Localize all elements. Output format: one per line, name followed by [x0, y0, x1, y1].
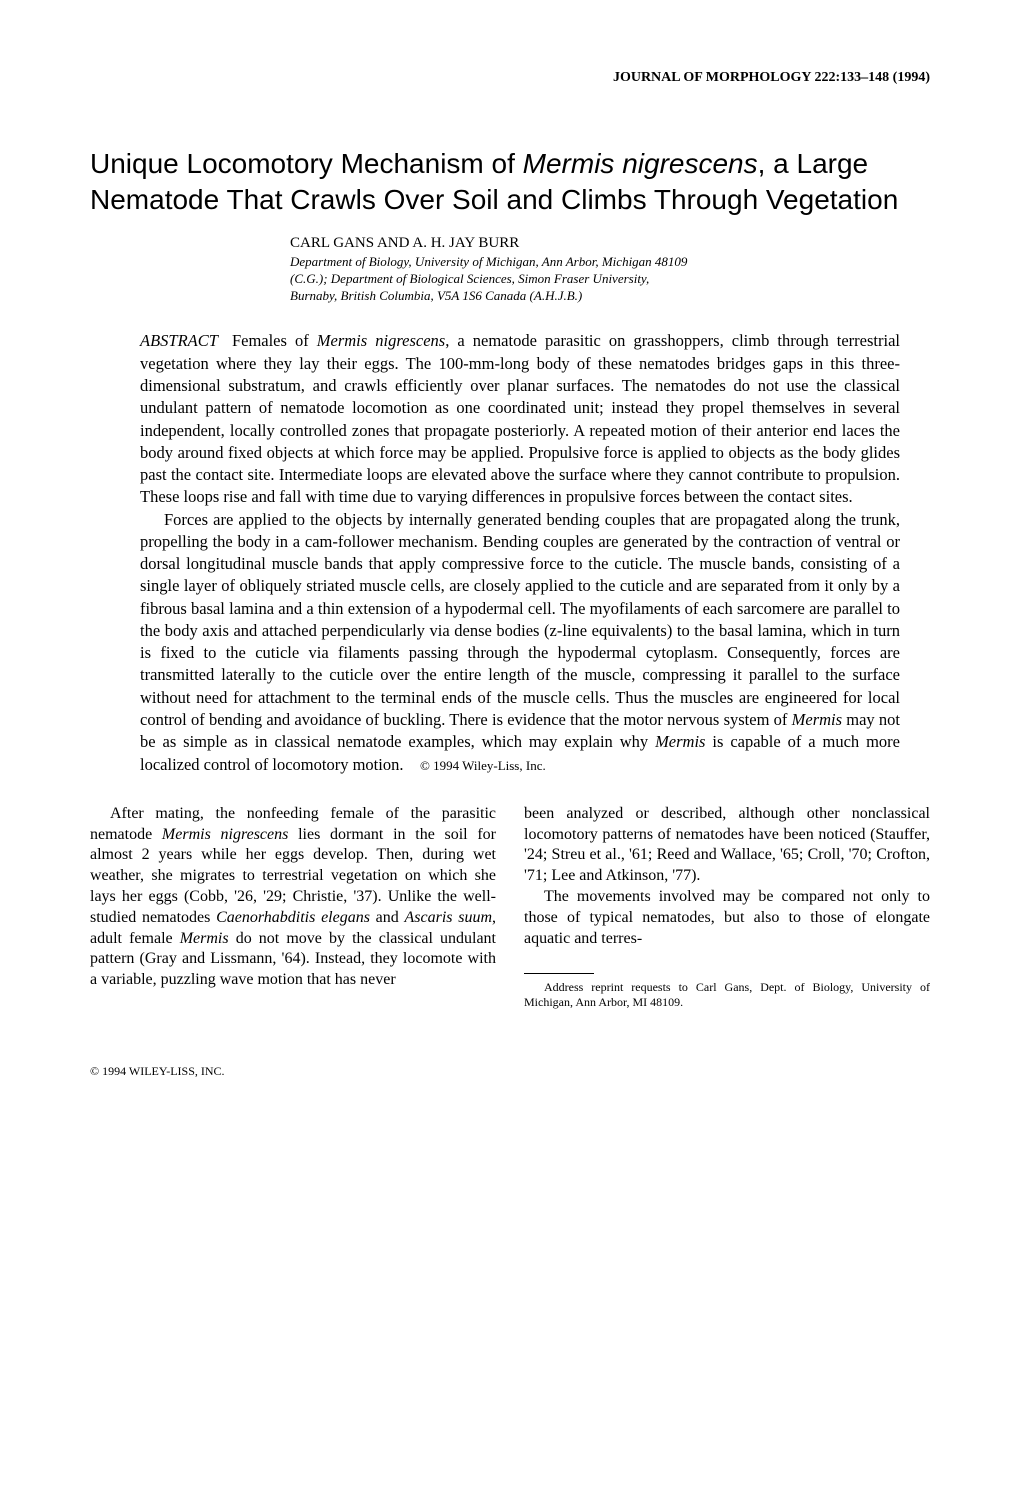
- body-left-c: and: [370, 909, 405, 926]
- body-left-species-2: Caenorhabditis elegans: [216, 909, 370, 926]
- footnote: Address reprint requests to Carl Gans, D…: [524, 980, 930, 1010]
- body-left-species-3: Ascaris suum: [405, 909, 493, 926]
- title-species: Mermis nigrescens: [523, 148, 758, 179]
- body-right-p2: The movements involved may be compared n…: [524, 887, 930, 949]
- body-right-p1: been analyzed or described, although oth…: [524, 804, 930, 887]
- abstract-p1-species: Mermis nigrescens: [317, 331, 445, 350]
- affiliation-line-2: (C.G.); Department of Biological Science…: [290, 271, 649, 286]
- article-title: Unique Locomotory Mechanism of Mermis ni…: [90, 146, 930, 219]
- affiliation-line-1: Department of Biology, University of Mic…: [290, 254, 687, 269]
- abstract-paragraph-1: ABSTRACT Females of Mermis nigrescens, a …: [140, 330, 900, 508]
- abstract-copyright: © 1994 Wiley-Liss, Inc.: [420, 758, 546, 773]
- abstract-p1-a: Females of: [232, 331, 317, 350]
- authors: CARL GANS AND A. H. JAY BURR: [290, 235, 930, 252]
- abstract: ABSTRACT Females of Mermis nigrescens, a …: [140, 330, 900, 775]
- left-column: After mating, the nonfeeding female of t…: [90, 804, 496, 1011]
- body-paragraph-left: After mating, the nonfeeding female of t…: [90, 804, 496, 991]
- body-left-species-4: Mermis: [180, 930, 229, 947]
- abstract-p2-species-2: Mermis: [655, 732, 705, 751]
- bottom-copyright: © 1994 WILEY-LISS, INC.: [90, 1064, 930, 1079]
- abstract-p2-a: Forces are applied to the objects by int…: [140, 510, 900, 729]
- journal-header: JOURNAL OF MORPHOLOGY 222:133–148 (1994): [90, 70, 930, 86]
- abstract-p1-b: , a nematode parasitic on grasshoppers, …: [140, 331, 900, 506]
- abstract-p2-species-1: Mermis: [792, 710, 842, 729]
- authors-block: CARL GANS AND A. H. JAY BURR Department …: [290, 235, 930, 305]
- body-left-species-1: Mermis nigrescens: [162, 826, 288, 843]
- abstract-paragraph-2: Forces are applied to the objects by int…: [140, 509, 900, 776]
- body-columns: After mating, the nonfeeding female of t…: [90, 804, 930, 1011]
- right-column: been analyzed or described, although oth…: [524, 804, 930, 1011]
- affiliation: Department of Biology, University of Mic…: [290, 254, 930, 305]
- affiliation-line-3: Burnaby, British Columbia, V5A 1S6 Canad…: [290, 288, 582, 303]
- title-pre: Unique Locomotory Mechanism of: [90, 148, 523, 179]
- footnote-rule: [524, 973, 594, 974]
- abstract-label: ABSTRACT: [140, 331, 218, 350]
